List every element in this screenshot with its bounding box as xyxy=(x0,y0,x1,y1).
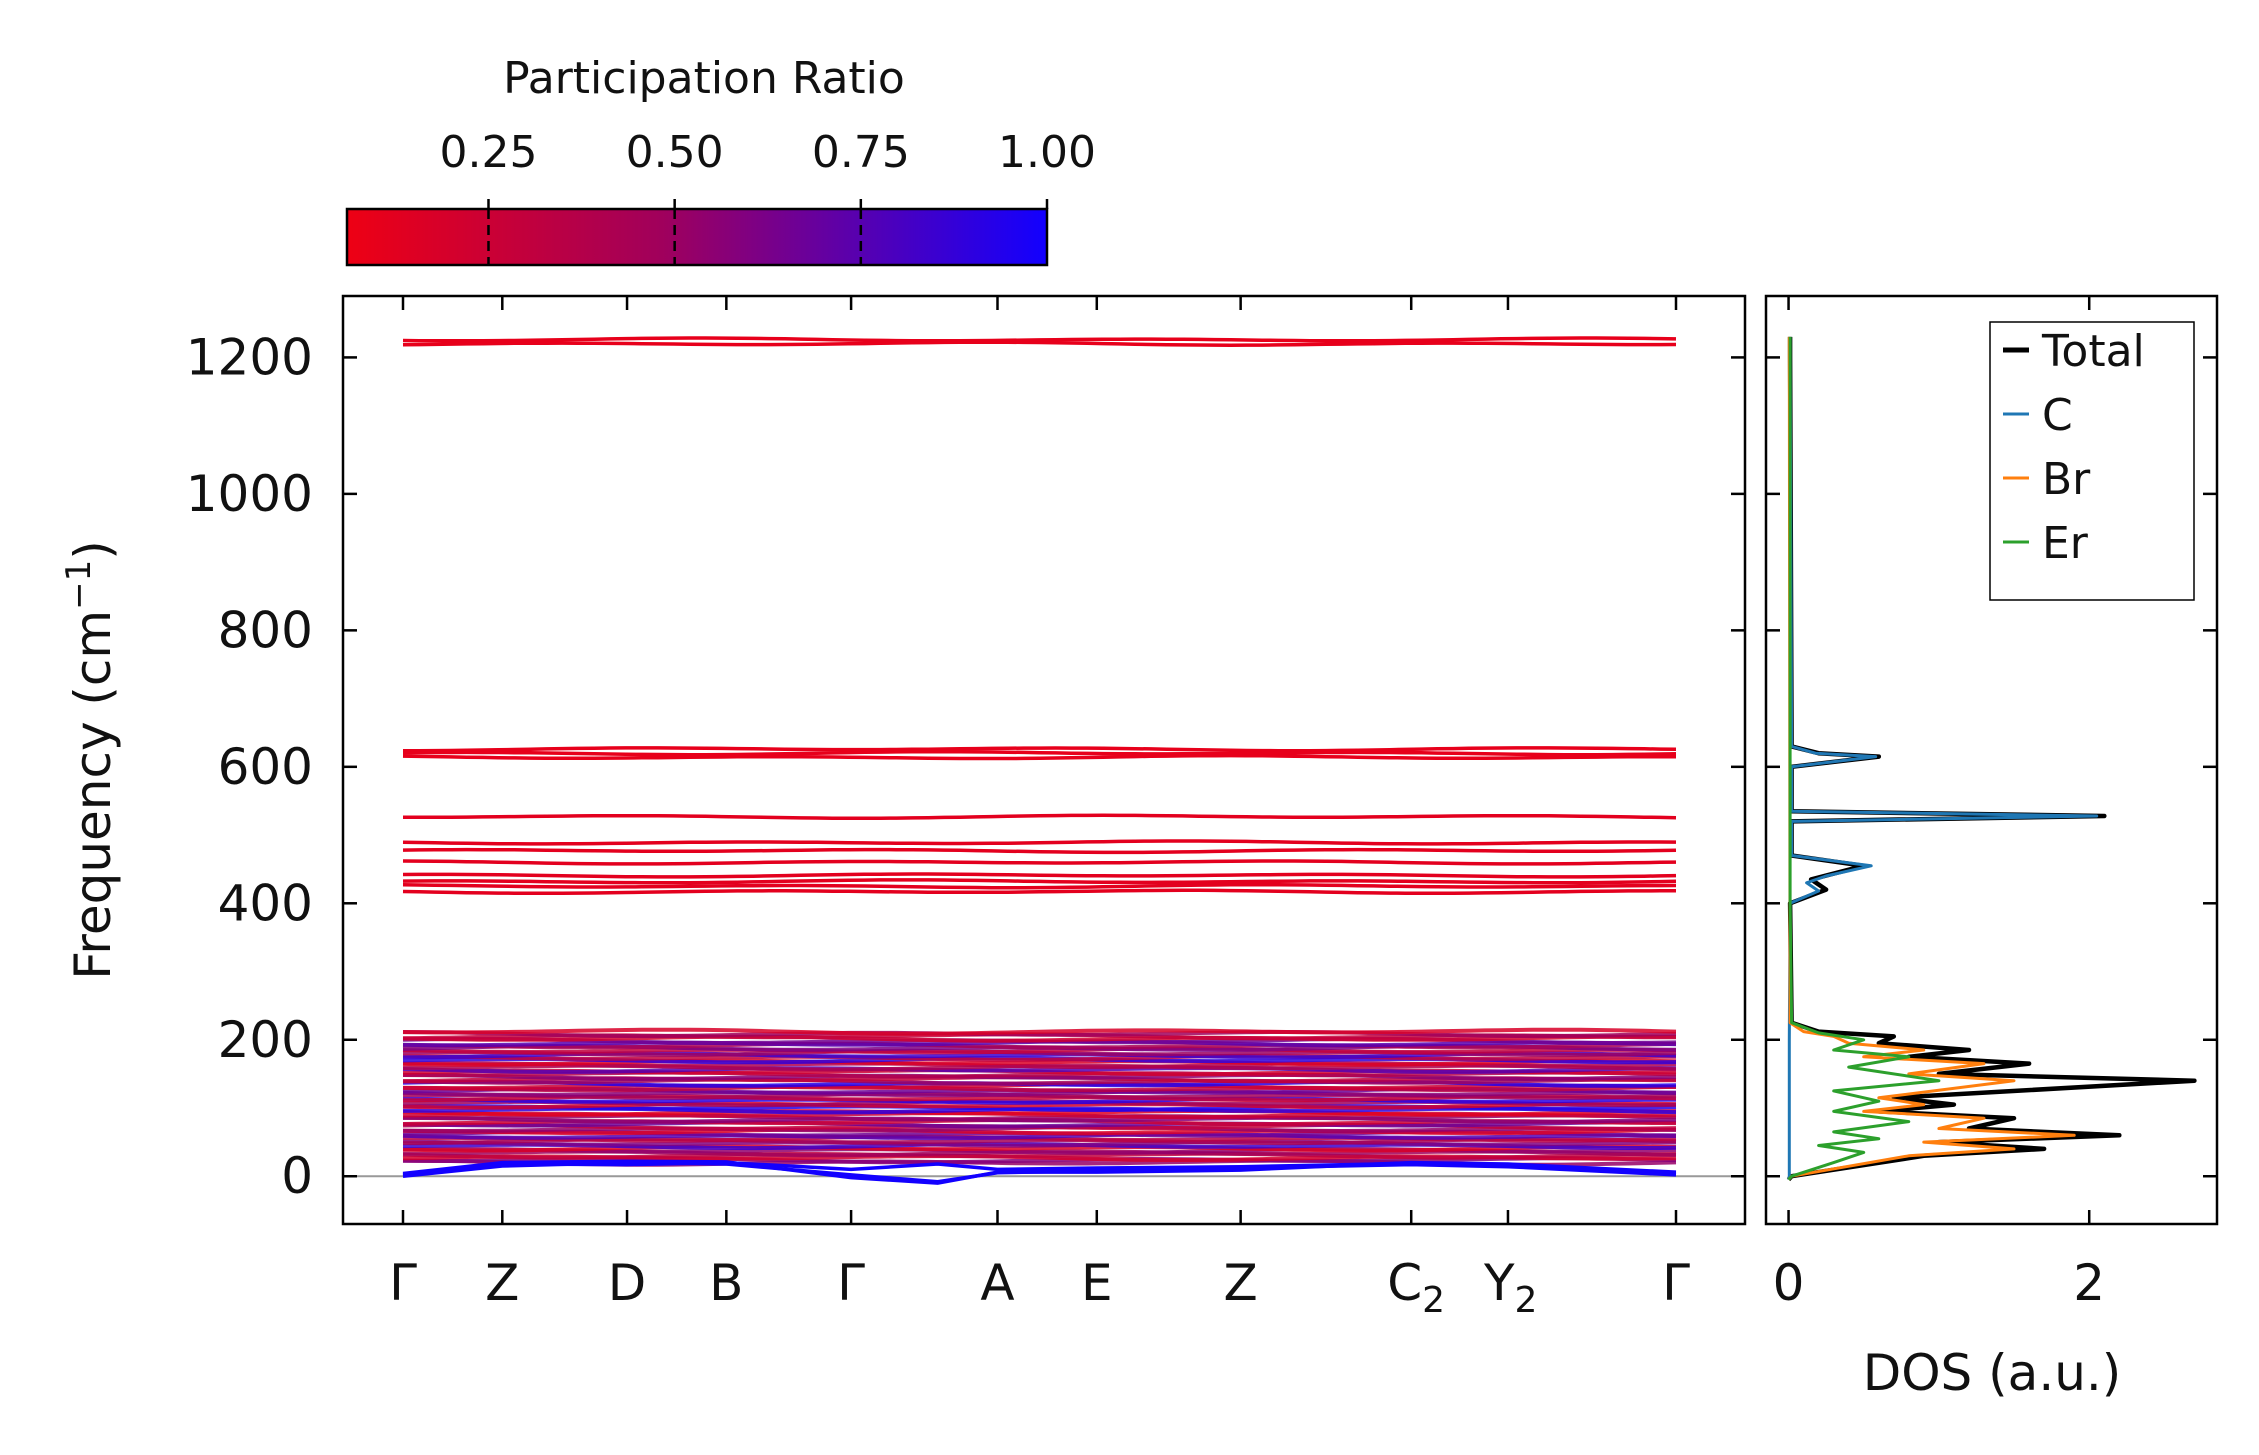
band-line xyxy=(403,746,1677,753)
band-line xyxy=(402,1058,1677,1067)
k-point-label: Γ xyxy=(389,1254,417,1312)
band-line xyxy=(402,878,1677,885)
band-line xyxy=(402,1132,1677,1141)
band-line xyxy=(402,1101,1677,1110)
band-line xyxy=(402,847,1677,855)
band-line xyxy=(402,859,1677,866)
band-line xyxy=(402,1027,1677,1036)
band-line xyxy=(402,340,1677,347)
band-line xyxy=(402,1084,1677,1093)
colorbar-tick-label: 1.00 xyxy=(998,127,1096,178)
band-line xyxy=(402,1046,1677,1055)
legend-label-total: Total xyxy=(2041,326,2145,377)
legend: Total C Br Er xyxy=(1989,321,2195,601)
band-line xyxy=(402,1066,1677,1074)
colorbar-tick-label: 0.75 xyxy=(812,127,910,178)
k-point-subscript: 2 xyxy=(1515,1280,1538,1321)
y-axis-label-exponent: −1 xyxy=(59,560,99,610)
band-line xyxy=(402,749,1677,757)
y-tick-label: 400 xyxy=(218,874,313,932)
band-line xyxy=(402,336,1677,343)
y-tick-label: 1200 xyxy=(186,328,313,386)
k-point-label: A xyxy=(980,1254,1014,1312)
y-tick-label: 600 xyxy=(218,738,313,796)
band-line xyxy=(402,1053,1676,1062)
acoustic-3-band xyxy=(402,1159,1677,1185)
colorbar-ticks: 0.25 0.50 0.75 1.00 xyxy=(440,127,1096,265)
dos-series-br xyxy=(1787,336,2076,1181)
k-point-label: C2 xyxy=(1387,1254,1445,1321)
band-line xyxy=(402,882,1677,890)
band-axes-frame xyxy=(341,294,1747,1226)
k-point-letter: Y xyxy=(1483,1254,1515,1312)
band-line xyxy=(402,753,1676,761)
y-axis-label-close: ) xyxy=(64,540,122,560)
k-point-label: Y2 xyxy=(1483,1254,1537,1321)
band-lines xyxy=(402,336,1677,1185)
k-point-label: E xyxy=(1081,1254,1113,1312)
band-line xyxy=(402,888,1676,896)
k-point-label: Γ xyxy=(1662,1254,1690,1312)
colorbar-tick-label: 0.25 xyxy=(440,127,538,178)
k-point-label: B xyxy=(709,1254,743,1312)
colorbar-tick-label: 0.50 xyxy=(626,127,724,178)
band-line xyxy=(402,1041,1677,1050)
y-axis-label: Frequency (cm−1) xyxy=(59,540,122,980)
legend-frame xyxy=(1989,321,2195,601)
y-tick-label: 200 xyxy=(218,1011,313,1069)
k-point-subscript: 2 xyxy=(1422,1280,1445,1321)
band-line xyxy=(402,1115,1677,1124)
dos-axes-frame xyxy=(1764,294,2219,1226)
band-line xyxy=(402,1120,1677,1129)
k-point-letter: C xyxy=(1387,1254,1422,1312)
band-line xyxy=(402,1144,1677,1153)
band-line xyxy=(402,1108,1677,1117)
legend-label-er: Er xyxy=(2042,518,2089,569)
k-point-label: D xyxy=(608,1254,647,1312)
legend-label-br: Br xyxy=(2042,454,2091,505)
band-line xyxy=(402,1139,1677,1148)
band-line xyxy=(402,1077,1677,1086)
colorbar-title: Participation Ratio xyxy=(503,53,905,104)
band-line xyxy=(402,1127,1677,1136)
band-line xyxy=(403,813,1677,820)
colorbar-gradient xyxy=(345,207,1049,267)
legend-entries: Total C Br Er xyxy=(2003,326,2145,569)
dos-x-tick-label: 2 xyxy=(2073,1254,2105,1312)
k-point-label: Γ xyxy=(837,1254,865,1312)
dos-lines xyxy=(1786,336,2197,1182)
colorbar: Participation Ratio 0.25 0.50 0.75 1.00 xyxy=(345,53,1096,267)
y-tick-label: 1000 xyxy=(186,465,313,523)
k-point-label: Z xyxy=(485,1254,519,1312)
y-axis-label-text: Frequency (cm xyxy=(64,610,122,980)
y-tick-label: 0 xyxy=(281,1147,313,1205)
band-line xyxy=(402,1034,1677,1043)
band-line xyxy=(402,1030,1677,1039)
dos-series-er xyxy=(1787,336,1941,1181)
band-line xyxy=(402,872,1677,879)
band-line xyxy=(402,839,1677,846)
band-line xyxy=(402,1089,1677,1098)
y-tick-label: 800 xyxy=(218,601,313,659)
k-point-label: Z xyxy=(1224,1254,1258,1312)
band-line xyxy=(403,1072,1677,1082)
band-line xyxy=(402,1096,1676,1105)
legend-label-c: C xyxy=(2042,390,2073,441)
band-line xyxy=(402,1151,1677,1160)
x-axis-label: DOS (a.u.) xyxy=(1863,1344,2122,1402)
dos-x-tick-label: 0 xyxy=(1773,1254,1805,1312)
